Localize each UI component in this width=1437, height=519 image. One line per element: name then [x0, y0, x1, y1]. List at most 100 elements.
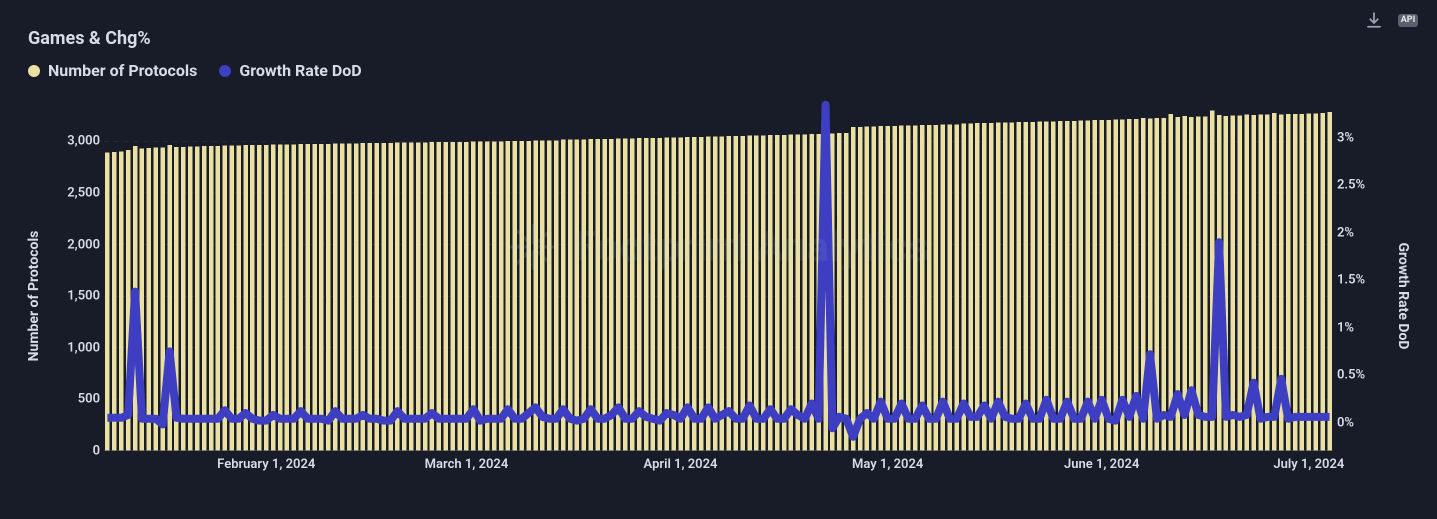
- bar[interactable]: [796, 135, 800, 451]
- bar[interactable]: [388, 143, 392, 451]
- bar[interactable]: [699, 137, 703, 451]
- bar[interactable]: [519, 141, 523, 451]
- bar[interactable]: [803, 135, 807, 451]
- bar[interactable]: [872, 126, 876, 451]
- bar[interactable]: [885, 126, 889, 451]
- bar[interactable]: [340, 143, 344, 451]
- bar[interactable]: [119, 152, 123, 451]
- bar[interactable]: [589, 139, 593, 451]
- bar[interactable]: [105, 153, 109, 451]
- bar[interactable]: [554, 140, 558, 451]
- bar[interactable]: [954, 124, 958, 451]
- bar[interactable]: [499, 141, 503, 451]
- bar[interactable]: [1231, 115, 1235, 451]
- bar[interactable]: [1030, 122, 1034, 451]
- bar[interactable]: [195, 146, 199, 451]
- bar[interactable]: [720, 137, 724, 451]
- bar[interactable]: [492, 141, 496, 451]
- bar[interactable]: [209, 146, 213, 451]
- bar[interactable]: [526, 141, 530, 451]
- bar[interactable]: [243, 145, 247, 451]
- bar[interactable]: [754, 136, 758, 451]
- bar[interactable]: [1072, 121, 1076, 451]
- bar[interactable]: [181, 147, 185, 451]
- bar[interactable]: [1307, 113, 1311, 451]
- bar[interactable]: [658, 138, 662, 451]
- bar[interactable]: [837, 133, 841, 451]
- bar[interactable]: [1003, 123, 1007, 451]
- bar[interactable]: [112, 152, 116, 451]
- bar[interactable]: [913, 125, 917, 451]
- bar[interactable]: [395, 142, 399, 451]
- bar[interactable]: [623, 139, 627, 451]
- bar[interactable]: [948, 124, 952, 451]
- bar[interactable]: [305, 144, 309, 451]
- bar[interactable]: [374, 143, 378, 451]
- bar[interactable]: [464, 142, 468, 451]
- bar[interactable]: [285, 144, 289, 451]
- bar[interactable]: [671, 138, 675, 451]
- bar[interactable]: [740, 136, 744, 451]
- bar[interactable]: [851, 127, 855, 451]
- bar[interactable]: [734, 136, 738, 451]
- bar[interactable]: [775, 135, 779, 451]
- bar[interactable]: [1327, 112, 1331, 451]
- bar[interactable]: [1058, 121, 1062, 451]
- bar[interactable]: [644, 138, 648, 451]
- bar[interactable]: [568, 140, 572, 451]
- legend-item-protocols[interactable]: Number of Protocols: [28, 61, 197, 80]
- bar[interactable]: [844, 133, 848, 451]
- bar[interactable]: [368, 143, 372, 451]
- bar[interactable]: [727, 136, 731, 451]
- bar[interactable]: [989, 123, 993, 451]
- legend-item-growth[interactable]: Growth Rate DoD: [219, 61, 361, 80]
- bar[interactable]: [651, 138, 655, 451]
- bar[interactable]: [858, 127, 862, 451]
- bar[interactable]: [1037, 122, 1041, 451]
- bar[interactable]: [450, 142, 454, 451]
- bar[interactable]: [1162, 118, 1166, 451]
- bar[interactable]: [782, 135, 786, 451]
- bar[interactable]: [637, 138, 641, 451]
- bar[interactable]: [609, 139, 613, 451]
- bar[interactable]: [202, 146, 206, 451]
- bar[interactable]: [513, 141, 517, 451]
- bar[interactable]: [547, 140, 551, 451]
- bar[interactable]: [264, 145, 268, 451]
- bar[interactable]: [1203, 117, 1207, 451]
- bar[interactable]: [789, 135, 793, 451]
- bar[interactable]: [402, 142, 406, 451]
- bar[interactable]: [761, 136, 765, 451]
- bar[interactable]: [1113, 120, 1117, 451]
- bar[interactable]: [312, 144, 316, 451]
- bar[interactable]: [333, 143, 337, 451]
- bar[interactable]: [250, 145, 254, 451]
- bar[interactable]: [561, 140, 565, 451]
- bar[interactable]: [326, 144, 330, 451]
- bar[interactable]: [934, 125, 938, 451]
- bar[interactable]: [1313, 113, 1317, 451]
- bar[interactable]: [692, 137, 696, 451]
- bar[interactable]: [437, 142, 441, 451]
- bar[interactable]: [299, 144, 303, 451]
- bar[interactable]: [409, 142, 413, 451]
- bar[interactable]: [478, 141, 482, 451]
- bar[interactable]: [506, 141, 510, 451]
- bar[interactable]: [630, 139, 634, 451]
- bar[interactable]: [595, 139, 599, 451]
- bar[interactable]: [319, 144, 323, 451]
- bar[interactable]: [1320, 113, 1324, 451]
- bar[interactable]: [1079, 121, 1083, 451]
- bar[interactable]: [1051, 122, 1055, 451]
- bar[interactable]: [271, 144, 275, 451]
- bar[interactable]: [906, 125, 910, 451]
- bar[interactable]: [381, 143, 385, 451]
- bar[interactable]: [1093, 120, 1097, 451]
- bar[interactable]: [457, 142, 461, 451]
- bar[interactable]: [188, 146, 192, 451]
- bar[interactable]: [768, 135, 772, 451]
- bar[interactable]: [278, 144, 282, 451]
- bar[interactable]: [602, 139, 606, 451]
- bar[interactable]: [1265, 114, 1269, 451]
- bar[interactable]: [423, 142, 427, 451]
